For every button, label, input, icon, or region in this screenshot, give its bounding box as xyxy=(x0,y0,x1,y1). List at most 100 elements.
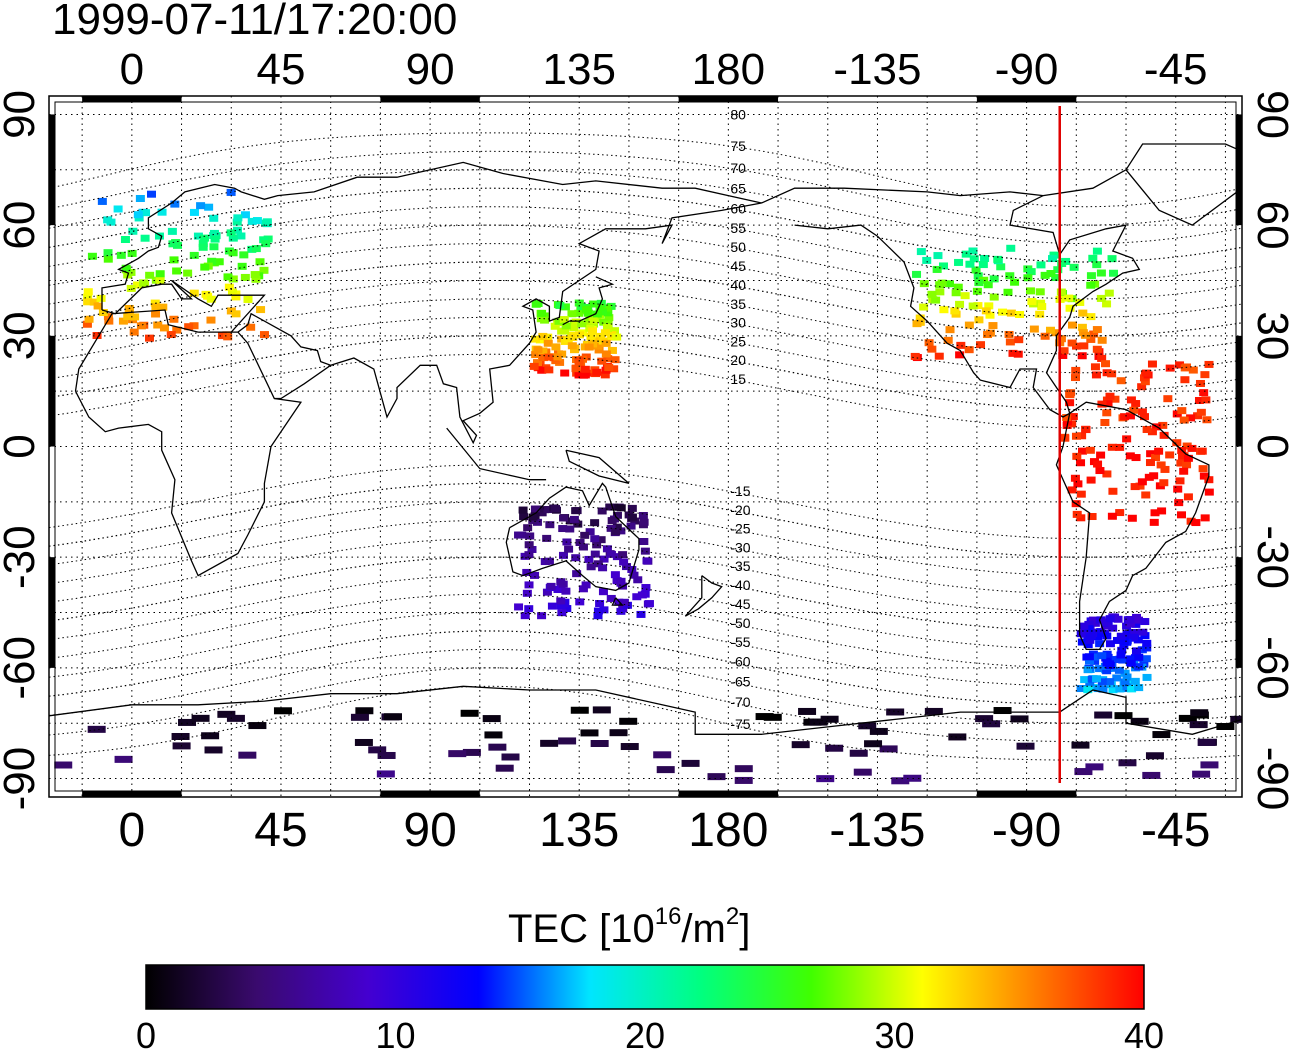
tec-cell xyxy=(1156,461,1166,469)
tec-cell xyxy=(951,289,961,297)
tec-cell xyxy=(104,317,114,325)
tec-cell xyxy=(1119,638,1129,646)
tec-cell xyxy=(1115,509,1125,517)
tec-cell xyxy=(612,523,622,531)
tec-cell xyxy=(1014,336,1024,344)
tec-cell xyxy=(1045,326,1055,334)
tec-cell xyxy=(1071,432,1081,440)
tec-cell xyxy=(960,292,970,300)
colorbar-tick-label: 40 xyxy=(1124,1015,1165,1056)
tec-cell xyxy=(820,715,839,723)
tec-cell xyxy=(985,311,995,319)
top-lon-tick: -45 xyxy=(1144,45,1208,94)
tec-cell xyxy=(1035,310,1045,318)
tec-cell xyxy=(1182,442,1192,450)
tec-cell xyxy=(577,320,587,328)
mag-contour xyxy=(49,150,1242,226)
tec-cell xyxy=(204,746,223,754)
tec-cell xyxy=(1059,347,1069,355)
tec-cell xyxy=(614,598,624,606)
tec-cell xyxy=(1084,620,1094,628)
tec-cell xyxy=(198,240,208,248)
tec-cell xyxy=(560,369,570,377)
tec-cell xyxy=(1108,487,1118,495)
tec-cell xyxy=(1086,313,1096,321)
tec-cell xyxy=(1077,447,1087,455)
frame-bar xyxy=(976,96,1077,102)
tec-cell xyxy=(106,218,116,226)
tec-cell xyxy=(1142,644,1152,652)
tec-cell xyxy=(1079,622,1089,630)
tec-cell xyxy=(1023,274,1033,282)
tec-cell xyxy=(514,603,524,611)
mag-contour xyxy=(49,280,1242,355)
tec-cell xyxy=(642,557,652,565)
tec-cell xyxy=(584,343,594,351)
tec-cell xyxy=(1057,260,1067,268)
tec-cell xyxy=(530,505,540,513)
tec-cell xyxy=(603,323,613,331)
tec-cell xyxy=(1126,655,1136,663)
magnetic-latitude-labels: 80 75 70 65 60 55 50 45 40 35 30 25 20 15 -15 -20 -25 -30… xyxy=(730,106,750,732)
mag-lat-label: -65 xyxy=(730,673,750,689)
tec-cell xyxy=(1115,443,1125,451)
tec-cell xyxy=(1141,369,1151,377)
tec-cell xyxy=(1077,323,1087,331)
tec-cell xyxy=(983,331,993,339)
tec-cell xyxy=(599,606,609,614)
tec-cell xyxy=(1190,709,1209,717)
tec-cell xyxy=(209,229,219,237)
frame-bar xyxy=(380,791,480,797)
tec-cell xyxy=(542,534,552,542)
tec-cell xyxy=(228,234,238,242)
tec-cell xyxy=(547,602,557,610)
tec-cell xyxy=(601,350,611,358)
coastline xyxy=(794,143,1242,418)
tec-cell xyxy=(83,293,93,301)
tec-cell xyxy=(223,333,233,341)
tec-cell xyxy=(495,764,514,772)
tec-cell xyxy=(996,263,1006,271)
tec-cell xyxy=(581,305,591,313)
tec-cell xyxy=(1076,490,1086,498)
tec-cell xyxy=(1147,428,1157,436)
tec-cell xyxy=(1178,714,1197,722)
tec-cell xyxy=(1066,389,1076,397)
magnetic-latitude-contours xyxy=(49,132,1242,761)
tec-cell xyxy=(227,288,237,296)
tec-cell xyxy=(1138,628,1148,636)
top-lon-tick: 0 xyxy=(120,45,144,94)
mag-lat-label: -20 xyxy=(730,502,750,518)
tec-cell xyxy=(1142,673,1152,681)
tec-cell xyxy=(562,605,572,613)
tec-cell xyxy=(1159,479,1169,487)
tec-cell xyxy=(525,532,535,540)
tec-cell xyxy=(140,234,150,242)
tec-cell xyxy=(1159,431,1169,439)
tec-cell xyxy=(204,203,214,211)
tec-cell xyxy=(1141,655,1151,663)
tec-cell xyxy=(524,605,534,613)
tec-cell xyxy=(200,234,210,242)
tec-cell xyxy=(1029,325,1039,333)
tec-cell xyxy=(520,612,530,620)
tec-cell xyxy=(273,707,292,715)
tec-cell xyxy=(969,255,979,263)
tec-cell xyxy=(1105,640,1115,648)
tec-cell xyxy=(639,538,649,546)
tec-cell xyxy=(922,256,932,264)
right-lat-tick: 0 xyxy=(1248,434,1292,458)
tec-cell xyxy=(153,321,163,329)
tec-cell xyxy=(1139,413,1149,421)
tec-cell xyxy=(561,587,571,595)
tec-cell xyxy=(355,707,374,715)
tec-cell xyxy=(915,314,925,322)
bottom-lon-tick: 45 xyxy=(254,804,307,857)
tec-cell xyxy=(1073,480,1083,488)
tec-cell xyxy=(606,594,616,602)
tec-cell xyxy=(527,545,537,553)
tec-cell xyxy=(1142,639,1152,647)
tec-cell xyxy=(169,256,179,264)
tec-cell xyxy=(1131,454,1141,462)
